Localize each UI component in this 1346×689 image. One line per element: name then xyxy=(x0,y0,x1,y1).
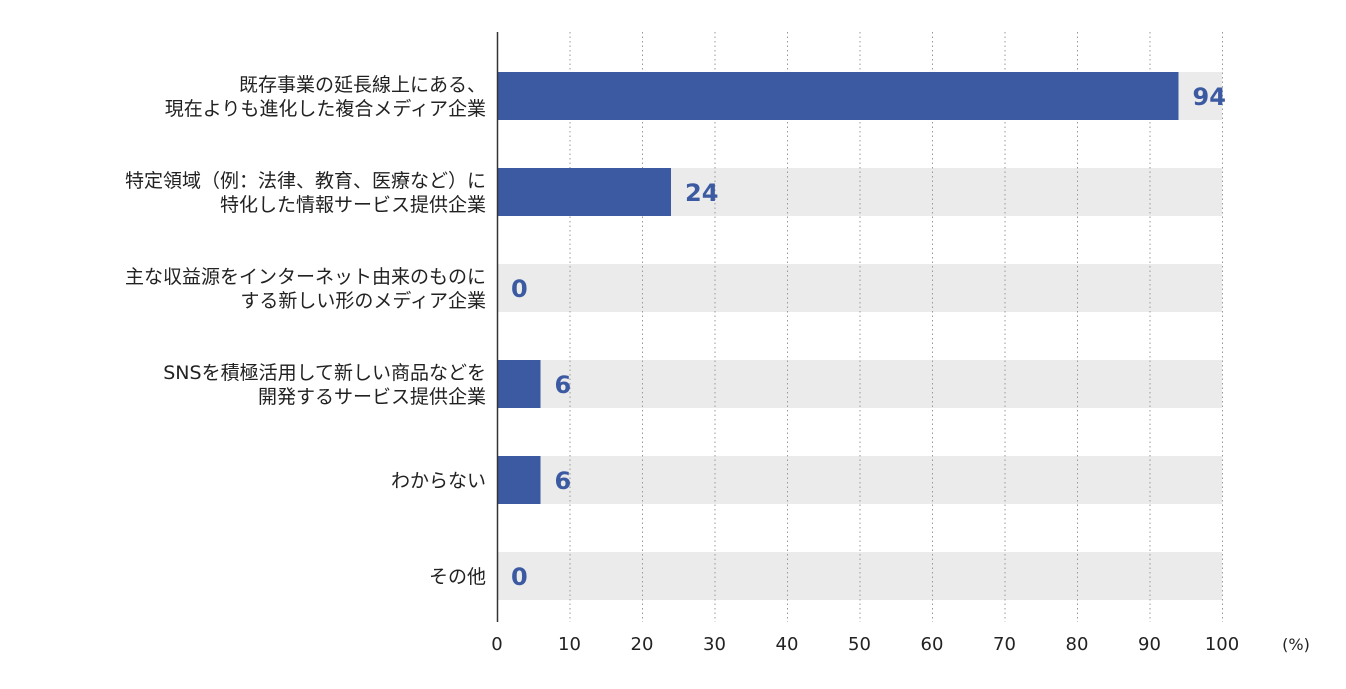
value-label: 0 xyxy=(511,275,528,303)
value-label: 94 xyxy=(1193,83,1226,111)
bar xyxy=(497,168,671,216)
x-tick-label: 50 xyxy=(848,634,871,655)
x-tick-label: 40 xyxy=(776,634,799,655)
x-axis-unit-label: (%) xyxy=(1282,635,1310,654)
category-label: SNSを積極活用して新しい商品などを xyxy=(163,362,486,384)
track-group xyxy=(497,72,1222,600)
x-tick-label: 60 xyxy=(921,634,944,655)
x-tick-label: 0 xyxy=(491,634,502,655)
bar-group xyxy=(497,72,1179,504)
category-label: 特定領域（例：法律、教育、医療など）に xyxy=(125,170,486,192)
category-label: わからない xyxy=(391,470,486,492)
value-label: 0 xyxy=(511,563,528,591)
bar xyxy=(497,360,541,408)
category-label: その他 xyxy=(429,566,486,588)
x-tick-label: 90 xyxy=(1138,634,1161,655)
x-tick-label: 20 xyxy=(631,634,654,655)
category-label: する新しい形のメディア企業 xyxy=(240,290,486,312)
x-tick-label: 10 xyxy=(558,634,581,655)
category-label: 主な収益源をインターネット由来のものに xyxy=(125,266,486,288)
bar xyxy=(497,72,1179,120)
category-label: 既存事業の延長線上にある、 xyxy=(239,74,486,96)
category-label-group: 既存事業の延長線上にある、現在よりも進化した複合メディア企業特定領域（例：法律、… xyxy=(125,74,486,588)
category-label: 現在よりも進化した複合メディア企業 xyxy=(165,98,486,120)
gridline-group xyxy=(569,32,1223,622)
tick-label-group: 0 10 20 30 40 50 60 70 80 90 100 xyxy=(491,634,1239,655)
value-label: 24 xyxy=(685,179,718,207)
category-label: 開発するサービス提供企業 xyxy=(258,386,486,408)
x-tick-label: 70 xyxy=(993,634,1016,655)
value-label: 6 xyxy=(555,371,572,399)
category-label: 特化した情報サービス提供企業 xyxy=(220,194,486,216)
x-tick-label: 80 xyxy=(1066,634,1089,655)
bar xyxy=(497,456,541,504)
value-label: 6 xyxy=(555,467,572,495)
x-tick-label: 30 xyxy=(703,634,726,655)
value-label-group: 94 24 0 6 6 0 xyxy=(511,83,1226,591)
x-tick-label: 100 xyxy=(1205,634,1239,655)
